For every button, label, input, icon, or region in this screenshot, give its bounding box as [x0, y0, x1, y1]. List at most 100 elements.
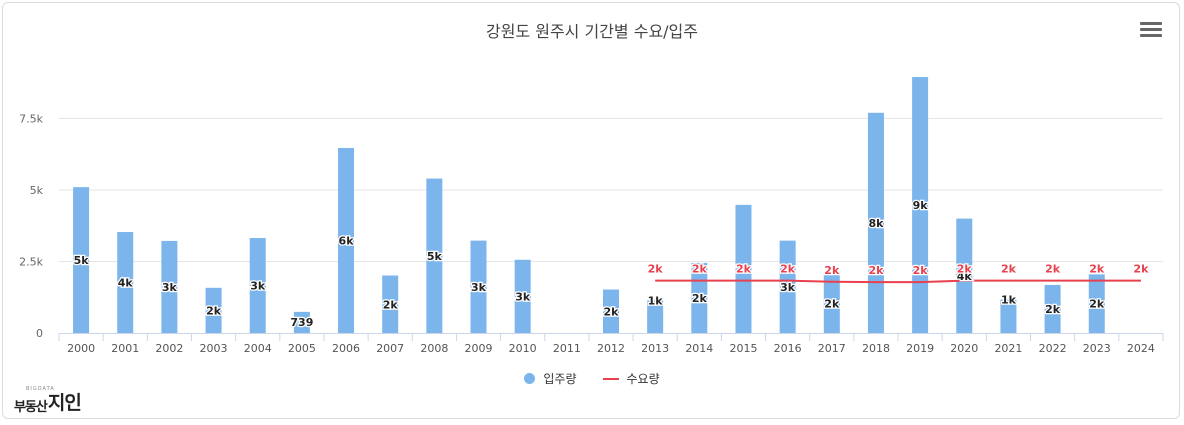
- bar-data-label: 3k: [780, 281, 796, 294]
- line-data-label: 2k: [692, 263, 708, 276]
- line-data-label: 2k: [648, 263, 664, 276]
- x-tick-label: 2023: [1083, 342, 1111, 355]
- x-tick-label: 2018: [862, 342, 890, 355]
- x-tick-label: 2015: [729, 342, 757, 355]
- x-tick-label: 2003: [200, 342, 228, 355]
- x-tick-label: 2002: [155, 342, 183, 355]
- line-data-label: 2k: [1133, 263, 1149, 276]
- x-tick-label: 2012: [597, 342, 625, 355]
- bar-2010: [514, 259, 531, 333]
- legend-item-supply[interactable]: 입주량: [524, 370, 577, 387]
- bar-2000: [73, 187, 90, 333]
- bar-data-label: 2k: [824, 297, 840, 310]
- x-tick-label: 2009: [465, 342, 493, 355]
- bar-2017: [823, 273, 840, 333]
- x-tick-label: 2007: [376, 342, 404, 355]
- logo-small-text: BIGDATA: [26, 386, 55, 392]
- x-tick-label: 2013: [641, 342, 669, 355]
- bar-data-label: 2k: [1045, 303, 1061, 316]
- bar-data-label: 739: [290, 316, 313, 329]
- demand-line: [655, 279, 1141, 284]
- x-tick-label: 2008: [420, 342, 448, 355]
- y-tick-label: 0: [36, 327, 43, 340]
- bar-data-label: 3k: [471, 281, 487, 294]
- bar-data-label: 4k: [118, 277, 134, 290]
- bar-2019: [912, 77, 929, 333]
- x-tick-label: 2017: [818, 342, 846, 355]
- x-tick-label: 2011: [553, 342, 581, 355]
- bar-2009: [470, 240, 487, 333]
- bar-2021: [1000, 299, 1017, 333]
- x-tick-label: 2005: [288, 342, 316, 355]
- bar-2022: [1044, 284, 1061, 333]
- x-tick-label: 2006: [332, 342, 360, 355]
- line-data-label: 2k: [913, 264, 929, 277]
- bar-data-label: 9k: [913, 199, 929, 212]
- legend: 입주량 수요량: [0, 370, 1184, 387]
- x-tick-label: 2020: [950, 342, 978, 355]
- legend-demand-label: 수요량: [626, 372, 660, 386]
- bar-data-label: 5k: [427, 250, 443, 263]
- legend-item-demand[interactable]: 수요량: [602, 370, 660, 387]
- bar-data-label: 4k: [957, 270, 973, 283]
- bar-data-label: 2k: [206, 304, 222, 317]
- bar-2020: [956, 218, 973, 333]
- bar-data-label: 2k: [383, 298, 399, 311]
- x-tick-label: 2000: [67, 342, 95, 355]
- y-tick-label: 5k: [30, 184, 44, 197]
- line-data-label: 2k: [957, 263, 973, 276]
- line-data-label: 2k: [1001, 263, 1017, 276]
- chart-title: 강원도 원주시 기간별 수요/입주: [485, 22, 698, 41]
- bar-data-label: 1k: [1001, 294, 1017, 307]
- line-data-label: 2k: [1089, 263, 1105, 276]
- hamburger-menu-icon[interactable]: [1140, 22, 1162, 42]
- bar-2006: [338, 147, 355, 333]
- bar-2008: [426, 178, 443, 333]
- bar-data-label: 2k: [604, 305, 620, 318]
- bar-data-label: 8k: [868, 217, 884, 230]
- logo: BIGDATA 부동산 지인: [14, 386, 82, 415]
- line-data-label: 2k: [1045, 263, 1061, 276]
- bar-2007: [382, 275, 399, 333]
- bar-2003: [205, 287, 222, 333]
- x-tick-label: 2001: [111, 342, 139, 355]
- bar-data-label: 5k: [74, 254, 90, 267]
- legend-supply-label: 입주량: [543, 372, 577, 386]
- bar-data-label: 3k: [515, 290, 531, 303]
- bar-2013: [647, 300, 664, 333]
- x-tick-label: 2014: [685, 342, 713, 355]
- bar-data-label: 6k: [339, 234, 355, 247]
- logo-main-text: 부동산: [14, 400, 48, 415]
- bar-data-label: 3k: [250, 280, 266, 293]
- x-tick-label: 2024: [1127, 342, 1155, 355]
- bar-data-label: 2k: [1089, 298, 1105, 311]
- x-tick-label: 2010: [509, 342, 537, 355]
- line-data-label: 2k: [736, 263, 752, 276]
- y-tick-label: 7.5k: [19, 113, 43, 126]
- bar-2018: [867, 112, 884, 333]
- bar-data-label: 1k: [648, 294, 664, 307]
- legend-demand-marker: [602, 377, 619, 380]
- bar-2004: [249, 238, 266, 333]
- y-tick-label: 2.5k: [19, 256, 43, 269]
- bar-data-label: 2k: [692, 292, 708, 305]
- bar-2016: [779, 240, 796, 333]
- bar-data-label: 3k: [162, 281, 178, 294]
- bar-2001: [117, 232, 134, 333]
- x-tick-label: 2004: [244, 342, 272, 355]
- chart-container: [2, 2, 1180, 419]
- x-tick-label: 2016: [774, 342, 802, 355]
- legend-supply-marker: [524, 373, 536, 384]
- logo-accent-text: 지인: [47, 392, 82, 414]
- x-tick-label: 2021: [994, 342, 1022, 355]
- line-data-label: 2k: [868, 264, 884, 277]
- x-tick-label: 2019: [906, 342, 934, 355]
- line-data-label: 2k: [824, 264, 840, 277]
- line-data-label: 2k: [780, 263, 796, 276]
- bar-2015: [735, 204, 752, 333]
- bar-2005: [293, 311, 310, 333]
- bar-2012: [603, 289, 619, 333]
- bar-2023: [1088, 274, 1105, 333]
- x-tick-label: 2022: [1039, 342, 1067, 355]
